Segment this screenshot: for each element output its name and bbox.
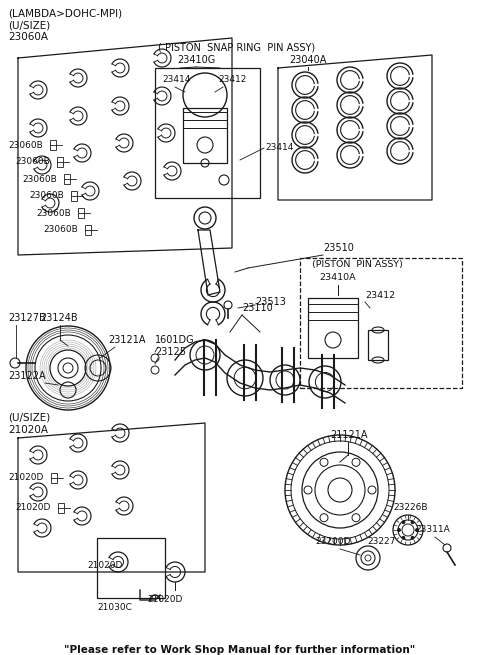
Text: 23412: 23412 — [365, 291, 395, 299]
Text: 23510: 23510 — [323, 243, 354, 253]
Text: 23060B: 23060B — [29, 191, 64, 200]
Circle shape — [411, 521, 414, 524]
Text: 23311A: 23311A — [415, 525, 450, 534]
Circle shape — [416, 529, 419, 531]
Bar — [300, 258, 462, 388]
Text: 23060B: 23060B — [22, 174, 57, 183]
Text: 21121A: 21121A — [330, 430, 368, 440]
Bar — [308, 298, 358, 358]
Text: 23060B: 23060B — [36, 208, 71, 217]
Text: 23410G: 23410G — [177, 55, 215, 65]
Text: 23412: 23412 — [218, 75, 246, 84]
Text: 23060B: 23060B — [43, 225, 78, 234]
Text: 21020D: 21020D — [15, 504, 50, 512]
Bar — [183, 108, 227, 163]
Text: 23226B: 23226B — [393, 504, 428, 512]
Text: 21020D: 21020D — [8, 474, 43, 483]
Bar — [51, 473, 57, 483]
Bar — [58, 503, 64, 513]
Bar — [97, 538, 165, 598]
Bar — [85, 225, 91, 235]
Text: 23060B: 23060B — [8, 141, 43, 149]
Bar — [155, 68, 260, 198]
Text: 21020D: 21020D — [147, 595, 183, 605]
Text: 23110: 23110 — [242, 303, 273, 313]
Text: 23200D: 23200D — [315, 538, 350, 546]
Text: 21020A: 21020A — [8, 425, 48, 435]
Bar — [368, 330, 388, 360]
Circle shape — [402, 521, 405, 524]
Bar — [57, 157, 63, 167]
Text: (LAMBDA>DOHC-MPI): (LAMBDA>DOHC-MPI) — [8, 9, 122, 19]
Bar — [50, 140, 56, 150]
Circle shape — [397, 529, 400, 531]
Text: 23040A: 23040A — [289, 55, 327, 65]
Circle shape — [411, 536, 414, 539]
Text: ( PISTON  SNAP RING  PIN ASSY): ( PISTON SNAP RING PIN ASSY) — [158, 42, 315, 52]
Text: (U/SIZE): (U/SIZE) — [8, 413, 50, 423]
Bar — [64, 174, 70, 184]
Circle shape — [402, 536, 405, 539]
Text: 23125: 23125 — [155, 347, 186, 357]
Text: 21030C: 21030C — [97, 603, 132, 612]
Text: 23124B: 23124B — [40, 313, 78, 323]
Text: "Please refer to Work Shop Manual for further information": "Please refer to Work Shop Manual for fu… — [64, 645, 416, 655]
Text: 23060B: 23060B — [15, 157, 50, 166]
Text: 23414: 23414 — [265, 143, 293, 153]
Text: 23122A: 23122A — [8, 371, 46, 381]
Text: 1601DG: 1601DG — [155, 335, 194, 345]
Text: (PISTON  PIN ASSY): (PISTON PIN ASSY) — [312, 261, 403, 269]
Text: 23227: 23227 — [367, 538, 396, 546]
Text: 23513: 23513 — [255, 297, 286, 307]
Bar — [71, 191, 77, 201]
Bar — [78, 208, 84, 218]
Text: 23410A: 23410A — [320, 274, 356, 282]
Text: (U/SIZE): (U/SIZE) — [8, 21, 50, 31]
Text: 23060A: 23060A — [8, 32, 48, 42]
Text: 23127B: 23127B — [8, 313, 46, 323]
Text: 23414: 23414 — [162, 75, 191, 84]
Text: 21020D: 21020D — [87, 561, 123, 569]
Text: 23121A: 23121A — [108, 335, 145, 345]
